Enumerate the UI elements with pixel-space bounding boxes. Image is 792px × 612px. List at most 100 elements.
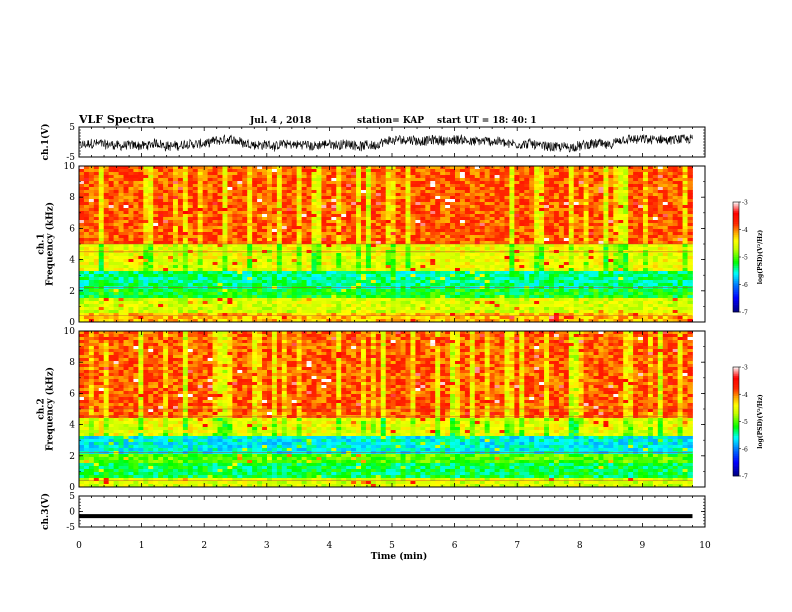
spectrogram-cell: [509, 193, 515, 197]
spectrogram-cell: [197, 319, 204, 323]
spectrogram-cell: [123, 220, 129, 224]
spectrogram-cell: [539, 184, 545, 188]
spectrogram-cell: [98, 313, 105, 317]
spectrogram-cell: [410, 217, 416, 221]
spectrogram-cell: [524, 190, 530, 194]
spectrogram-cell: [148, 211, 154, 215]
spectrogram-cell: [262, 184, 268, 188]
spectrogram-cell: [247, 265, 253, 269]
spectrogram-cell: [207, 271, 213, 275]
spectrogram-cell: [534, 316, 540, 320]
spectrogram-cell: [425, 175, 431, 179]
spectrogram-cell: [158, 259, 164, 263]
spectrogram-cell: [286, 235, 293, 239]
spectrogram-cell: [128, 229, 134, 233]
spectrogram-cell: [88, 277, 95, 281]
spectrogram-cell: [182, 307, 189, 311]
spectrogram-cell: [83, 202, 90, 206]
spectrogram-cell: [529, 238, 535, 242]
spectrogram-cell: [311, 280, 317, 284]
spectrogram-cell: [435, 289, 441, 293]
spectrogram-cell: [232, 220, 238, 224]
spectrogram-cell: [341, 178, 347, 182]
spectrogram-cell: [177, 169, 184, 173]
spectrogram-cell: [143, 256, 149, 260]
spectrogram-cell: [212, 271, 218, 275]
spectrogram-cell: [425, 313, 431, 317]
spectrogram-cell: [153, 253, 159, 257]
spectrogram-cell: [326, 310, 332, 314]
spectrogram-cell: [103, 298, 110, 302]
spectrogram-cell: [242, 208, 248, 212]
spectrogram-cell: [420, 223, 426, 227]
spectrogram-cell: [187, 208, 194, 212]
spectrogram-cell: [247, 259, 253, 263]
spectrogram-cell: [252, 262, 258, 266]
spectrogram-cell: [410, 304, 416, 308]
spectrogram-cell: [158, 178, 164, 182]
spectrogram-cell: [98, 232, 105, 236]
spectrogram-cell: [534, 232, 540, 236]
spectrogram-cell: [390, 184, 397, 188]
spectrogram-cell: [118, 268, 124, 272]
spectrogram-cell: [83, 181, 90, 185]
spectrogram-cell: [148, 229, 154, 233]
spectrogram-cell: [237, 169, 243, 173]
spectrogram-cell: [108, 313, 115, 317]
spectrogram-cell: [341, 244, 347, 248]
spectrogram-cell: [519, 238, 525, 242]
spectrogram-cell: [385, 280, 392, 284]
spectrogram-cell: [464, 319, 471, 323]
spectrogram-cell: [197, 166, 204, 170]
spectrogram-cell: [380, 253, 387, 257]
spectrogram-cell: [252, 298, 258, 302]
spectrogram-cell: [108, 226, 115, 230]
spectrogram-cell: [207, 169, 213, 173]
spectrogram-cell: [331, 274, 337, 278]
spectrogram-cell: [361, 232, 367, 236]
spectrogram-cell: [286, 268, 293, 272]
spectrogram-cell: [242, 301, 248, 305]
spectrogram-cell: [123, 217, 129, 221]
spectrogram-cell: [390, 220, 397, 224]
spectrogram-cell: [227, 265, 233, 269]
spectrogram-cell: [271, 244, 278, 248]
spectrogram-cell: [138, 262, 144, 266]
spectrogram-cell: [346, 295, 352, 299]
spectrogram-cell: [158, 253, 164, 257]
spectrogram-cell: [276, 184, 283, 188]
spectrogram-cell: [435, 223, 441, 227]
spectrogram-cell: [242, 268, 248, 272]
spectrogram-cell: [262, 217, 268, 221]
spectrogram-cell: [321, 283, 327, 287]
spectrogram-cell: [425, 277, 431, 281]
spectrogram-cell: [420, 172, 426, 176]
spectrogram-cell: [113, 256, 119, 260]
spectrogram-cell: [237, 184, 243, 188]
spectrogram-cell: [276, 226, 283, 230]
spectrogram-cell: [534, 262, 540, 266]
spectrogram-cell: [489, 211, 495, 215]
spectrogram-cell: [217, 169, 223, 173]
spectrogram-cell: [395, 229, 401, 233]
spectrogram-cell: [93, 223, 100, 227]
spectrogram-cell: [286, 223, 293, 227]
spectrogram-cell: [123, 319, 129, 323]
spectrogram-cell: [450, 301, 456, 305]
spectrogram-cell: [262, 169, 268, 173]
spectrogram-cell: [450, 274, 456, 278]
spectrogram-cell: [113, 226, 119, 230]
spectrogram-cell: [509, 208, 515, 212]
spectrogram-cell: [79, 172, 85, 176]
spectrogram-cell: [415, 217, 421, 221]
spectrogram-cell: [83, 184, 90, 188]
spectrogram-cell: [331, 310, 337, 314]
spectrogram-cell: [252, 205, 258, 209]
spectrogram-cell: [534, 256, 540, 260]
spectrogram-cell: [489, 202, 495, 206]
spectrogram-cell: [133, 169, 139, 173]
spectrogram-cell: [474, 202, 481, 206]
spectrogram-cell: [222, 292, 228, 296]
spectrogram-cell: [88, 295, 95, 299]
spectrogram-cell: [138, 265, 144, 269]
